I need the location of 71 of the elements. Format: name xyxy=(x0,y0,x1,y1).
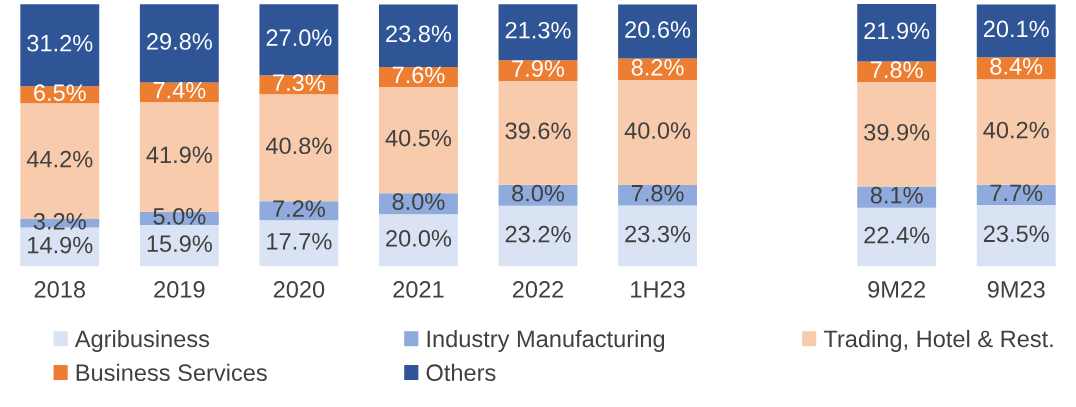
data-label: 20.1% xyxy=(983,20,1049,38)
data-label: 22.4% xyxy=(864,226,930,244)
x-tick-label: 9M23 xyxy=(987,281,1045,298)
data-label: 7.2% xyxy=(273,200,325,217)
data-label: 29.8% xyxy=(147,33,212,50)
data-label: 7.9% xyxy=(512,60,565,77)
data-label: 40.5% xyxy=(385,129,452,147)
bar xyxy=(857,4,937,62)
data-label: 15.9% xyxy=(147,235,212,253)
bar xyxy=(618,80,698,186)
data-label: 21.9% xyxy=(864,22,930,40)
bar xyxy=(976,204,1056,267)
data-label: 8.0% xyxy=(392,193,445,210)
x-tick-label: 1H23 xyxy=(631,281,685,298)
data-label: 39.6% xyxy=(505,122,571,140)
data-label: 14.9% xyxy=(28,236,93,254)
bar xyxy=(259,4,339,76)
bar xyxy=(378,4,458,68)
data-label: 8.2% xyxy=(631,58,684,76)
x-tick-label: 2020 xyxy=(273,281,325,298)
bar xyxy=(498,4,578,61)
bar xyxy=(618,205,698,267)
data-label: 27.0% xyxy=(266,29,332,47)
data-label: 17.7% xyxy=(267,233,332,250)
data-label: 31.2% xyxy=(27,34,93,52)
data-label: 8.0% xyxy=(512,184,565,202)
data-label: 40.8% xyxy=(265,137,332,155)
bar xyxy=(976,4,1056,58)
x-tick-label: 2019 xyxy=(154,281,205,298)
data-label: 7.3% xyxy=(273,74,325,92)
data-label: 23.8% xyxy=(386,25,452,43)
x-tick-label: 2022 xyxy=(512,281,564,298)
data-label: 23.3% xyxy=(625,225,691,243)
data-label: 5.0% xyxy=(153,207,206,225)
data-label: 7.6% xyxy=(392,66,445,84)
bar xyxy=(378,86,458,194)
x-tick-label: 2018 xyxy=(34,281,86,298)
bar xyxy=(259,94,339,202)
x-tick-label: 2021 xyxy=(393,281,444,298)
data-label: 20.0% xyxy=(386,229,452,247)
legend-label: Business Services xyxy=(76,363,267,382)
data-label: 40.0% xyxy=(624,122,691,139)
data-label: 8.1% xyxy=(870,186,923,204)
data-label: 23.5% xyxy=(983,225,1049,243)
x-tick-label: 9M22 xyxy=(868,281,926,298)
bar xyxy=(498,205,578,267)
bar xyxy=(139,4,219,83)
legend-label: Others xyxy=(426,363,496,382)
data-label: 8.4% xyxy=(990,57,1043,75)
bar xyxy=(857,81,937,187)
data-label: 44.2% xyxy=(26,150,93,168)
data-label: 7.8% xyxy=(631,184,684,202)
bar xyxy=(378,214,458,267)
bar xyxy=(976,79,1056,185)
data-label: 23.2% xyxy=(505,225,571,243)
data-label: 41.9% xyxy=(146,146,212,164)
data-label: 39.9% xyxy=(864,123,930,141)
data-label: 40.2% xyxy=(983,121,1049,139)
data-label: 21.3% xyxy=(505,21,571,39)
bar xyxy=(857,207,937,267)
data-label: 7.4% xyxy=(153,81,206,99)
bar xyxy=(259,220,339,267)
legend-label: Trading, Hotel & Rest. xyxy=(823,329,1053,352)
data-label: 7.7% xyxy=(990,184,1043,202)
data-label: 6.5% xyxy=(34,84,86,102)
data-label: 7.8% xyxy=(870,61,923,79)
bar xyxy=(498,80,578,185)
data-label: 20.6% xyxy=(625,21,691,38)
legend-label: Industry Manufacturing xyxy=(427,329,665,352)
legend-label: Agribusiness xyxy=(74,329,210,352)
bar xyxy=(618,4,698,59)
